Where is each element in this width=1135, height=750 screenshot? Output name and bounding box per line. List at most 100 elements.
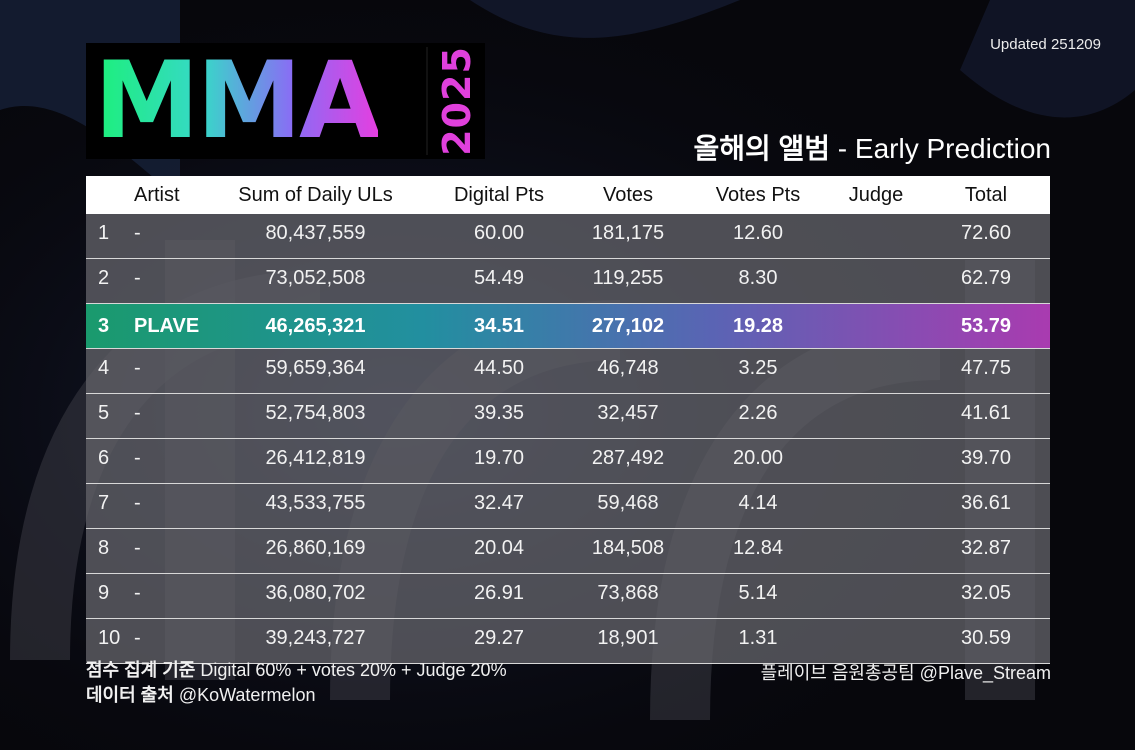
cell-daily-uls: 26,412,819 — [265, 446, 366, 469]
cell-judge — [818, 571, 934, 615]
cell-digital-pts: 54.49 — [473, 266, 525, 289]
criteria-line: 점수 집계 기준 Digital 60% + votes 20% + Judge… — [86, 658, 507, 683]
mma-logo: MMA 2025 — [86, 39, 485, 162]
logo-text: MMA — [94, 37, 381, 165]
cell-votes-pts: 12.84 — [732, 536, 784, 559]
cell-total: 32.05 — [960, 581, 1012, 604]
cell-daily-uls: 52,754,803 — [265, 401, 366, 424]
header-votes: Votes — [602, 183, 654, 206]
cell-rank: 4 — [98, 356, 110, 379]
table-row: 6 - 26,412,819 19.70 287,492 20.00 39.70 — [86, 439, 1050, 484]
cell-votes: 119,255 — [592, 266, 664, 289]
cell-daily-uls: 59,659,364 — [265, 356, 366, 379]
table-row-highlighted: 3 PLAVE 46,265,321 34.51 277,102 19.28 53.79 — [86, 304, 1050, 349]
table-row: 9 - 36,080,702 26.91 73,868 5.14 32.05 — [86, 574, 1050, 619]
cell-votes-pts: 2.26 — [738, 401, 778, 424]
cell-artist: - — [134, 491, 141, 514]
cell-votes: 181,175 — [591, 221, 665, 244]
cell-digital-pts: 39.35 — [473, 401, 525, 424]
header-daily-uls: Sum of Daily ULs — [238, 183, 393, 206]
table-row: 5 - 52,754,803 39.35 32,457 2.26 41.61 — [86, 394, 1050, 439]
cell-judge — [818, 481, 934, 525]
cell-judge — [818, 304, 934, 348]
cell-judge — [818, 616, 934, 660]
cell-digital-pts: 19.70 — [473, 446, 525, 469]
cell-votes: 287,492 — [591, 446, 665, 469]
cell-votes: 73,868 — [597, 581, 659, 604]
cell-daily-uls: 43,533,755 — [265, 491, 366, 514]
logo-year-text: 2025 — [435, 46, 480, 156]
cell-artist: - — [134, 581, 141, 604]
source-text: @KoWatermelon — [173, 685, 316, 705]
criteria-label: 점수 집계 기준 — [86, 660, 196, 680]
cell-digital-pts: 44.50 — [473, 356, 525, 379]
cell-votes-pts: 20.00 — [732, 446, 784, 469]
cell-judge — [818, 346, 934, 390]
cell-rank: 2 — [98, 266, 110, 289]
cell-total: 72.60 — [960, 221, 1012, 244]
cell-rank: 7 — [98, 491, 110, 514]
cell-votes: 184,508 — [591, 536, 665, 559]
cell-judge — [818, 436, 934, 480]
cell-daily-uls: 73,052,508 — [265, 266, 366, 289]
cell-total: 39.70 — [960, 446, 1012, 469]
cell-artist: - — [134, 401, 141, 424]
logo-year: 2025 — [434, 46, 480, 156]
header-votes-pts: Votes Pts — [715, 183, 801, 206]
cell-rank: 3 — [98, 314, 110, 337]
cell-judge — [818, 256, 934, 300]
cell-digital-pts: 32.47 — [473, 491, 525, 514]
cell-votes-pts: 5.14 — [738, 581, 778, 604]
cell-total: 36.61 — [960, 491, 1012, 514]
cell-total: 41.61 — [960, 401, 1012, 424]
cell-artist: - — [134, 221, 141, 244]
cell-votes-pts: 4.14 — [738, 491, 778, 514]
ranking-table: Artist Sum of Daily ULs Digital Pts Vote… — [86, 176, 1050, 664]
page-subtitle: 올해의 앨범 - Early Prediction — [693, 127, 1051, 167]
cell-daily-uls: 36,080,702 — [265, 581, 366, 604]
cell-artist: - — [134, 536, 141, 559]
criteria-text: Digital 60% + votes 20% + Judge 20% — [195, 660, 507, 680]
cell-judge — [818, 526, 934, 570]
cell-votes: 277,102 — [591, 314, 665, 337]
cell-rank: 8 — [98, 536, 110, 559]
source-label: 데이터 출처 — [86, 685, 174, 705]
cell-votes-pts: 8.30 — [738, 266, 778, 289]
cell-artist: - — [134, 356, 141, 379]
cell-rank: 9 — [98, 581, 110, 604]
subtitle-korean: 올해의 앨범 — [693, 133, 831, 164]
cell-votes-pts: 3.25 — [738, 356, 778, 379]
cell-votes-pts: 19.28 — [732, 314, 784, 337]
cell-digital-pts: 20.04 — [473, 536, 525, 559]
cell-digital-pts: 26.91 — [473, 581, 525, 604]
source-line: 데이터 출처 @KoWatermelon — [86, 683, 507, 708]
cell-daily-uls: 80,437,559 — [265, 221, 366, 244]
table-header: Artist Sum of Daily ULs Digital Pts Vote… — [86, 176, 1050, 214]
table-body: 1 - 80,437,559 60.00 181,175 12.60 72.60 2 - 73,0… — [86, 214, 1050, 664]
cell-total: 47.75 — [960, 356, 1012, 379]
cell-rank: 10 — [98, 626, 121, 649]
cell-rank: 6 — [98, 446, 110, 469]
cell-artist: - — [134, 266, 141, 289]
cell-daily-uls: 46,265,321 — [265, 314, 366, 337]
table-row: 4 - 59,659,364 44.50 46,748 3.25 47.75 — [86, 349, 1050, 394]
cell-artist: PLAVE — [134, 314, 200, 337]
table-row: 1 - 80,437,559 60.00 181,175 12.60 72.60 — [86, 214, 1050, 259]
cell-votes: 32,457 — [597, 401, 659, 424]
header-judge: Judge — [848, 183, 904, 206]
table-row: 10- 39,243,727 29.27 18,901 1.31 30.59 — [86, 619, 1050, 664]
cell-votes-pts: 12.60 — [732, 221, 784, 244]
header-digital-pts: Digital Pts — [453, 183, 545, 206]
cell-digital-pts: 34.51 — [473, 314, 525, 337]
cell-rank: 1 — [98, 221, 110, 244]
cell-total: 30.59 — [960, 626, 1012, 649]
cell-digital-pts: 60.00 — [473, 221, 525, 244]
cell-votes: 18,901 — [597, 626, 659, 649]
header-rank — [86, 176, 126, 214]
cell-daily-uls: 26,860,169 — [265, 536, 366, 559]
cell-rank: 5 — [98, 401, 110, 424]
cell-votes-pts: 1.31 — [738, 626, 778, 649]
cell-artist: - — [134, 446, 141, 469]
header-total: Total — [964, 183, 1008, 206]
cell-judge — [818, 391, 934, 435]
